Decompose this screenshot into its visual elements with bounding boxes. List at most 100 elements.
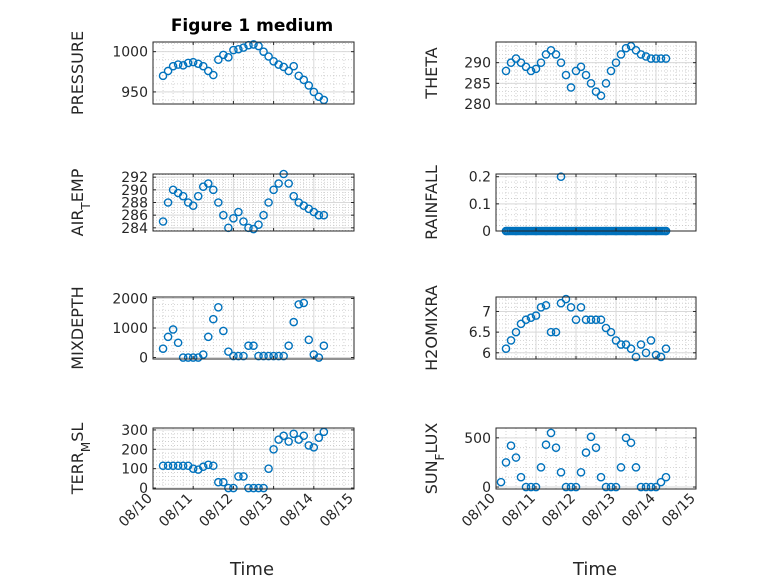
data-point — [234, 472, 243, 481]
x-tick-label: 08/13 — [237, 491, 277, 531]
data-point — [163, 332, 173, 342]
data-point — [511, 453, 521, 462]
data-point — [314, 433, 324, 442]
x-tick-label: 08/14 — [277, 490, 317, 530]
data-point — [591, 87, 601, 96]
y-axis-label: RAINFALL — [422, 165, 441, 240]
data-point — [229, 214, 238, 223]
data-point — [566, 83, 576, 92]
data-point — [244, 483, 253, 493]
data-point — [611, 336, 621, 345]
y-tick-label: 290 — [121, 183, 148, 199]
data-point — [214, 477, 223, 487]
y-tick-label: 0 — [482, 224, 491, 240]
x-tick-label: 08/14 — [619, 490, 659, 530]
y-tick-label: 0 — [139, 481, 148, 497]
data-point — [259, 483, 268, 493]
data-point — [531, 482, 541, 492]
data-point — [501, 344, 511, 353]
data-point — [561, 482, 571, 492]
data-point — [309, 443, 319, 452]
y-tick-label: 100 — [121, 462, 148, 478]
data-point — [158, 344, 168, 353]
data-points — [501, 294, 671, 362]
data-point — [651, 54, 661, 63]
data-point — [214, 198, 223, 207]
data-point — [314, 353, 324, 362]
data-point — [229, 351, 238, 361]
data-point — [601, 323, 611, 333]
data-point — [621, 43, 631, 53]
data-point — [163, 66, 173, 76]
data-point — [188, 201, 198, 210]
data-point — [198, 462, 208, 472]
data-point — [208, 461, 218, 471]
x-tick-label: 08/15 — [659, 491, 699, 531]
data-point — [546, 327, 556, 337]
x-tick-label: 08/10 — [116, 491, 156, 531]
data-point — [259, 351, 268, 361]
data-point — [173, 338, 183, 348]
data-point — [178, 461, 188, 471]
data-point — [254, 483, 263, 493]
data-point — [224, 347, 233, 356]
y-tick-label: 284 — [121, 221, 148, 237]
axes-box — [495, 173, 697, 232]
data-point — [596, 472, 606, 482]
data-point — [289, 191, 299, 201]
data-point — [178, 61, 188, 70]
data-point — [264, 464, 273, 473]
data-point — [198, 61, 208, 71]
data-point — [299, 298, 309, 308]
data-point — [506, 336, 516, 345]
data-point — [264, 198, 273, 207]
data-point — [551, 50, 561, 59]
data-point — [158, 217, 168, 226]
y-tick-label: 500 — [464, 431, 491, 447]
y-tick-label: 285 — [464, 76, 491, 92]
y-tick-label: 0.2 — [469, 170, 491, 186]
data-points — [501, 41, 671, 101]
data-point — [249, 483, 258, 493]
y-axis-label: H2OMIXRA — [422, 285, 441, 371]
data-point — [274, 179, 283, 188]
data-point — [279, 431, 288, 441]
subplot-rainfall: 0 0.1 0.2 RAINFALL — [422, 165, 697, 240]
data-point — [556, 172, 566, 182]
data-point — [219, 210, 228, 220]
data-point — [234, 44, 243, 54]
data-point — [606, 66, 616, 76]
data-point — [561, 70, 571, 80]
data-point — [259, 210, 268, 220]
data-point — [526, 482, 536, 492]
data-point — [526, 313, 536, 322]
data-point — [168, 325, 178, 334]
data-point — [239, 351, 248, 361]
figure-title: Figure 1 medium — [171, 16, 333, 36]
data-point — [289, 317, 299, 327]
data-point — [193, 59, 203, 69]
data-points — [158, 298, 329, 362]
data-point — [234, 207, 243, 217]
data-point — [198, 350, 208, 359]
data-point — [516, 319, 526, 329]
data-point — [621, 433, 631, 443]
data-point — [158, 461, 168, 471]
data-point — [541, 300, 551, 310]
data-point — [616, 50, 626, 59]
y-tick-label: 950 — [121, 85, 148, 101]
data-point — [641, 348, 651, 358]
x-tick-label: 08/11 — [499, 491, 539, 531]
data-point — [249, 341, 258, 351]
subplot-pressure: 950 1000 PRESSURE — [68, 31, 355, 115]
data-point — [163, 461, 173, 471]
data-point — [214, 303, 223, 312]
data-point — [611, 58, 621, 67]
subplot-mixdepth: 0 1000 2000 MIXDEPTH — [68, 286, 355, 370]
data-point — [229, 483, 238, 493]
data-point — [631, 45, 641, 55]
data-point — [158, 71, 168, 81]
minor-grid — [153, 428, 354, 489]
